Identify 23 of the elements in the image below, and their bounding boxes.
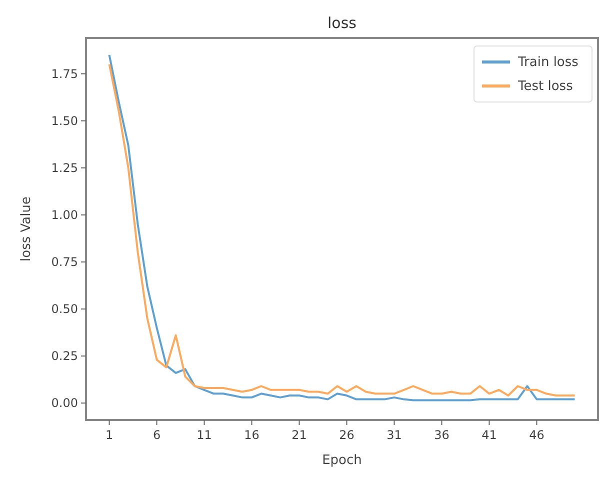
x-tick-label: 31 [386,428,402,442]
y-axis-title: loss Value [19,196,34,262]
y-tick-label: 1.50 [51,114,78,128]
x-tick-label: 6 [152,428,161,442]
y-tick-label: 0.50 [51,302,78,316]
legend-label: Test loss [517,79,574,94]
x-tick-label: 21 [292,428,307,442]
x-axis-title: Epoch [322,453,362,468]
y-tick-label: 1.25 [51,160,78,175]
legend-label: Train loss [517,55,579,70]
x-tick-label: 26 [339,428,354,442]
y-tick-label: 0.00 [51,396,78,410]
x-tick-label: 16 [244,428,260,442]
x-tick-label: 41 [482,428,497,442]
y-tick-label: 0.25 [51,349,78,364]
x-tick-label: 1 [105,428,114,442]
y-tick-label: 0.75 [51,254,78,269]
chart-title: loss [328,14,357,32]
x-tick-label: 11 [196,428,212,442]
y-tick-label: 1.00 [51,208,78,222]
x-tick-label: 46 [529,428,544,442]
x-tick-label: 36 [434,428,450,442]
y-tick-label: 1.75 [51,66,78,81]
